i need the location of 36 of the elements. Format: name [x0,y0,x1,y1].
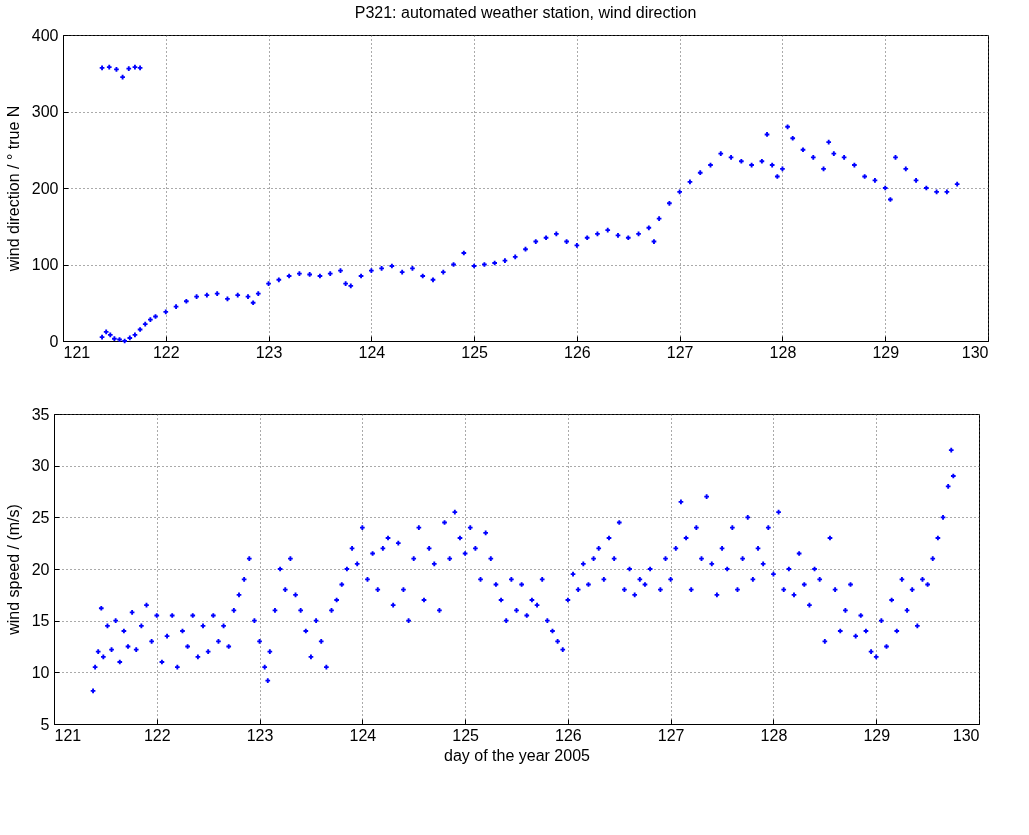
y-tick-label: 30 [31,457,50,475]
y-axis-title: wind direction / ° true N [4,105,22,273]
y-tick-label: 10 [31,663,50,681]
x-tick-label: 127 [657,726,685,744]
x-tick-label: 123 [255,343,283,361]
y-tick-label: 15 [31,612,50,630]
y-tick-label: 5 [40,715,50,733]
x-tick-label: 121 [63,343,91,361]
x-tick-label: 129 [863,726,891,744]
x-tick-label: 130 [952,726,980,744]
y-tick-label: 25 [31,508,50,526]
y-tick-label: 35 [31,405,50,423]
y-tick-label: 300 [31,103,59,120]
x-tick-label: 128 [769,343,797,361]
y-axis-title: wind speed / (m/s) [4,504,22,636]
y-tick-label: 0 [49,332,59,350]
x-tick-label: 127 [666,343,694,361]
x-tick-label: 122 [152,343,180,361]
x-tick-label: 125 [452,726,480,744]
x-tick-label: 121 [54,726,82,744]
y-tick-label: 200 [31,179,59,197]
y-tick-label: 400 [31,26,59,44]
x-tick-label: 125 [461,343,489,361]
y-tick-label: 100 [31,256,59,273]
x-tick-label: 126 [564,343,591,361]
x-axis-title: day of the year 2005 [444,746,591,764]
x-tick-label: 123 [246,726,274,744]
x-tick-label: 130 [961,343,989,361]
x-tick-label: 128 [760,726,788,744]
chart-title: P321: automated weather station, wind direction [354,4,697,21]
x-tick-label: 122 [143,726,171,744]
x-tick-label: 124 [358,343,386,361]
x-tick-label: 129 [872,343,900,361]
y-tick-label: 20 [31,560,50,578]
x-tick-label: 126 [555,726,582,744]
x-tick-label: 124 [349,726,377,744]
